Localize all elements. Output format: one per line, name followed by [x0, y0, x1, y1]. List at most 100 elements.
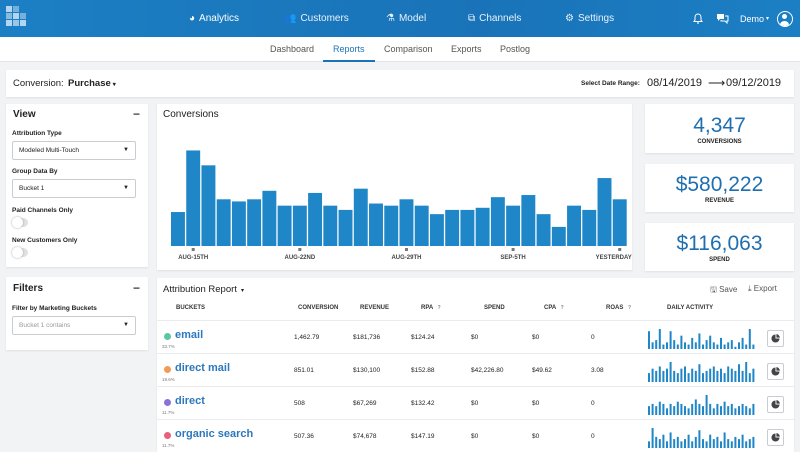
bucket-color-dot — [164, 432, 171, 439]
logo-icon[interactable] — [6, 6, 26, 28]
paid-channels-toggle[interactable] — [12, 217, 28, 228]
tab-exports[interactable]: Exports — [451, 44, 482, 54]
conversion-cell: 508 — [294, 400, 305, 407]
conversion-bar[interactable] — [338, 209, 353, 246]
conversion-bar[interactable] — [490, 197, 505, 246]
conversion-bar[interactable] — [384, 205, 399, 246]
user-menu[interactable]: Demo ▾ — [740, 13, 770, 24]
conversion-bar[interactable] — [536, 214, 551, 246]
nav-channels[interactable]: ⧉ Channels — [468, 13, 522, 24]
pie-chart-button[interactable] — [767, 429, 784, 446]
bucket-name-link[interactable]: direct — [175, 395, 205, 407]
conversion-bar[interactable] — [369, 203, 383, 246]
col-rpa[interactable]: RPA ? — [421, 305, 441, 311]
conversion-bar[interactable] — [567, 205, 581, 246]
col-roas[interactable]: ROAS ? — [606, 305, 632, 311]
save-button[interactable]: 🖫 Save — [710, 285, 738, 294]
pie-chart-icon: ◕ — [189, 13, 196, 24]
pie-chart-button[interactable] — [767, 396, 784, 413]
conversion-dropdown[interactable]: Purchase ▾ — [68, 78, 116, 89]
collapse-icon[interactable]: − — [132, 107, 140, 121]
bucket-share: 11.7% — [162, 443, 175, 448]
nav-customers[interactable]: 👥 Customers — [284, 13, 349, 24]
bucket-name-link[interactable]: email — [175, 329, 204, 341]
tab-reports[interactable]: Reports — [323, 37, 375, 62]
col-spend[interactable]: SPEND — [484, 305, 505, 311]
conversion-bar[interactable] — [323, 205, 338, 246]
activity-bar — [730, 403, 733, 415]
activity-bar — [748, 439, 751, 448]
conversion-bar[interactable] — [231, 201, 246, 246]
conversion-bar[interactable] — [582, 209, 597, 246]
conversion-bar[interactable] — [171, 212, 185, 246]
conversion-bar[interactable] — [506, 205, 521, 246]
conversion-bar[interactable] — [262, 190, 277, 246]
conversion-bar[interactable] — [429, 214, 444, 246]
bucket-name-link[interactable]: organic search — [175, 428, 254, 440]
kpi-value: $116,063 — [676, 232, 763, 255]
nav-settings[interactable]: ⚙ Settings — [565, 13, 615, 24]
col-buckets[interactable]: BUCKETS — [176, 305, 206, 311]
start-date[interactable]: 08/14/2019 — [647, 77, 703, 89]
activity-bar — [687, 434, 690, 448]
tab-postlog[interactable]: Postlog — [500, 44, 531, 54]
bucket-name-link[interactable]: direct mail — [175, 362, 231, 374]
tab-dashboard[interactable]: Dashboard — [270, 44, 315, 54]
activity-bar — [716, 370, 719, 382]
conversion-bar[interactable] — [475, 207, 490, 246]
col-revenue[interactable]: REVENUE — [360, 305, 390, 311]
tab-comparison[interactable]: Comparison — [384, 44, 433, 54]
avatar[interactable] — [777, 0, 793, 37]
activity-bar — [669, 362, 672, 382]
nav-analytics[interactable]: ◕ Analytics — [189, 13, 240, 24]
group-data-select[interactable]: Bucket 1 ▼ — [12, 179, 136, 198]
conversion-bar[interactable] — [445, 209, 460, 246]
bucket-filter-select[interactable]: Bucket 1 contains ▼ — [12, 316, 136, 335]
chat-icon[interactable] — [716, 0, 729, 37]
activity-bar — [673, 439, 676, 448]
export-button[interactable]: ⤓ Export — [748, 284, 777, 293]
conversion-bar[interactable] — [247, 199, 262, 246]
nav-model[interactable]: ⚗ Model — [386, 13, 427, 24]
activity-bar — [734, 346, 737, 349]
conversion-bar[interactable] — [597, 178, 612, 246]
bell-icon[interactable] — [693, 0, 703, 37]
conversion-bar[interactable] — [612, 199, 627, 246]
conversion-bar[interactable] — [551, 226, 566, 246]
conversion-bar[interactable] — [277, 205, 292, 246]
user-avatar-icon — [777, 10, 793, 27]
activity-bar — [741, 434, 744, 448]
end-date[interactable]: 09/12/2019 — [726, 77, 782, 89]
caret-down-icon: ▼ — [123, 322, 129, 328]
conversion-bar[interactable] — [186, 150, 201, 246]
conversion-bar[interactable] — [353, 188, 368, 246]
activity-bar — [666, 441, 668, 448]
conversion-bar[interactable] — [399, 199, 414, 246]
activity-bar — [734, 408, 737, 415]
col-conversion[interactable]: CONVERSION — [298, 305, 339, 311]
activity-bar — [669, 331, 672, 349]
conversion-bar[interactable] — [216, 199, 231, 246]
activity-bar — [748, 373, 751, 382]
collapse-icon[interactable]: − — [132, 281, 140, 295]
bucket-share: 19.6% — [162, 377, 175, 382]
pie-chart-button[interactable] — [767, 363, 784, 380]
activity-bar — [676, 436, 679, 448]
pie-chart-button[interactable] — [767, 330, 784, 347]
conversion-bar[interactable] — [521, 195, 536, 246]
attribution-type-select[interactable]: Modeled Multi-Touch ▼ — [12, 141, 136, 160]
conversion-bar[interactable] — [201, 165, 216, 246]
users-icon: 👥 — [284, 13, 297, 24]
table-row: organic search 11.7% 507.36 $74,678 $147.19 $… — [157, 419, 794, 452]
caret-down-icon: ▼ — [123, 185, 129, 191]
conversion-bar[interactable] — [460, 209, 475, 246]
activity-bar — [648, 331, 650, 349]
conversion-bar[interactable] — [292, 205, 307, 246]
col-cpa[interactable]: CPA ? — [544, 305, 564, 311]
rpa-cell: $152.88 — [411, 367, 435, 374]
conversion-bar[interactable] — [308, 192, 323, 246]
report-title-dropdown[interactable]: Attribution Report ▾ — [163, 284, 244, 295]
spend-cell: $0 — [471, 400, 479, 407]
conversion-bar[interactable] — [414, 205, 429, 246]
new-customers-toggle[interactable] — [12, 247, 28, 258]
